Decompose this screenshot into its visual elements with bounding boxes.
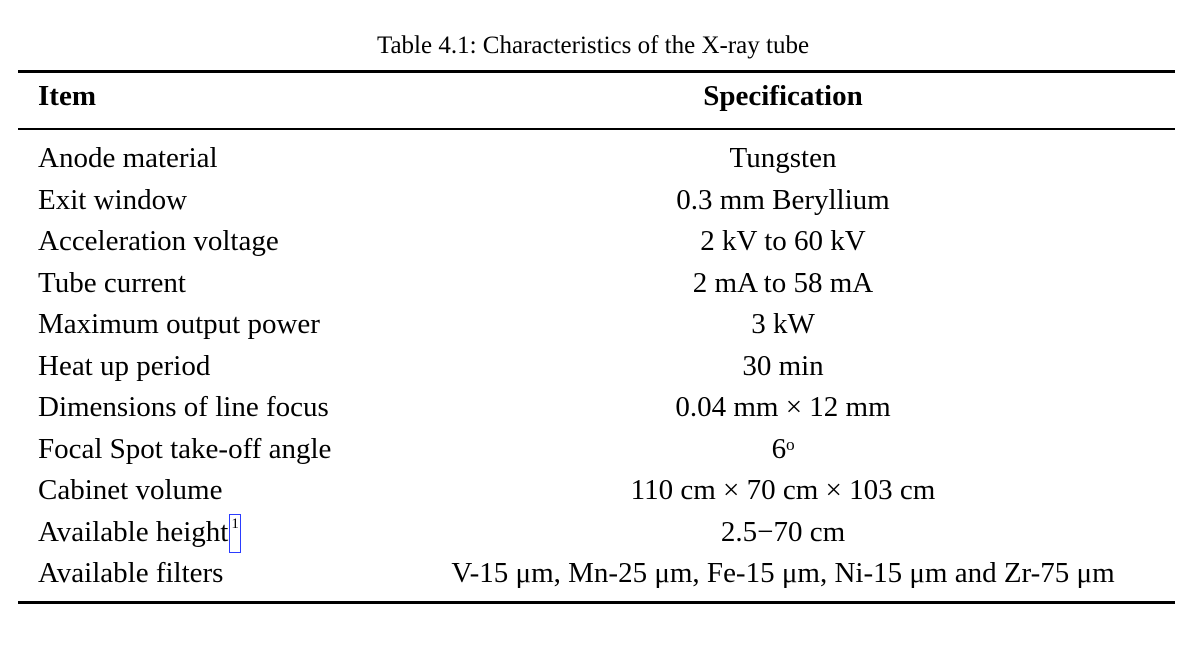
header-rule <box>18 128 1175 130</box>
item-cell: Tube current <box>38 266 186 299</box>
spec-cell: 2.5−70 cm <box>720 515 846 548</box>
spec-cell: 2 mA to 58 mA <box>692 266 874 299</box>
bottom-rule <box>18 601 1175 604</box>
table-header: Item Specification <box>0 80 1186 120</box>
spec-cell: 6ᵒ <box>771 432 795 465</box>
spec-cell: 0.3 mm Beryllium <box>676 183 890 216</box>
item-cell: Acceleration voltage <box>38 225 279 257</box>
table-row: Heat up period 30 min <box>0 346 1186 388</box>
footnote-link[interactable]: 1 <box>229 513 241 553</box>
header-item: Item <box>38 80 96 112</box>
spec-cell: Tungsten <box>729 142 837 174</box>
table-row: Acceleration voltage 2 kV to 60 kV <box>0 221 1186 263</box>
table-row: Anode material Tungsten <box>0 138 1186 180</box>
table-row: Available height 1 2.5−70 cm <box>0 512 1186 554</box>
table-row: Cabinet volume 110 cm × 70 cm × 103 cm <box>0 470 1186 512</box>
item-cell: Anode material <box>38 142 218 174</box>
table-row: Exit window 0.3 mm Beryllium <box>0 180 1186 222</box>
item-cell: Available filters <box>38 557 224 589</box>
item-cell: Maximum output power <box>38 308 320 340</box>
spec-cell: 0.04 mm × 12 mm <box>675 391 891 423</box>
item-cell: Available height 1 <box>38 512 241 554</box>
table-row: Maximum output power 3 kW <box>0 304 1186 346</box>
spec-cell: 110 cm × 70 cm × 103 cm <box>630 474 936 506</box>
item-text: Available height <box>38 515 229 548</box>
item-cell: Dimensions of line focus <box>38 391 329 423</box>
table-row: Tube current 2 mA to 58 mA <box>0 263 1186 305</box>
table-row: Focal Spot take-off angle 6ᵒ <box>0 429 1186 471</box>
top-rule <box>18 70 1175 73</box>
spec-cell: 2 kV to 60 kV <box>700 225 866 257</box>
item-cell: Focal Spot take-off angle <box>38 432 332 465</box>
table-row: Dimensions of line focus 0.04 mm × 12 mm <box>0 387 1186 429</box>
item-cell: Heat up period <box>38 349 211 382</box>
item-cell: Cabinet volume <box>38 474 223 506</box>
table-row: Available filters V-15 μm, Mn-25 μm, Fe-… <box>0 553 1186 595</box>
spec-cell: 30 min <box>742 349 824 382</box>
table-body: Anode material Tungsten Exit window 0.3 … <box>0 138 1186 595</box>
table-caption: Table 4.1: Characteristics of the X-ray … <box>376 32 810 59</box>
item-cell: Exit window <box>38 183 188 216</box>
header-specification: Specification <box>703 80 863 112</box>
spec-cell: 3 kW <box>751 308 815 340</box>
spec-cell: V-15 μm, Mn-25 μm, Fe-15 μm, Ni-15 μm an… <box>451 557 1115 589</box>
